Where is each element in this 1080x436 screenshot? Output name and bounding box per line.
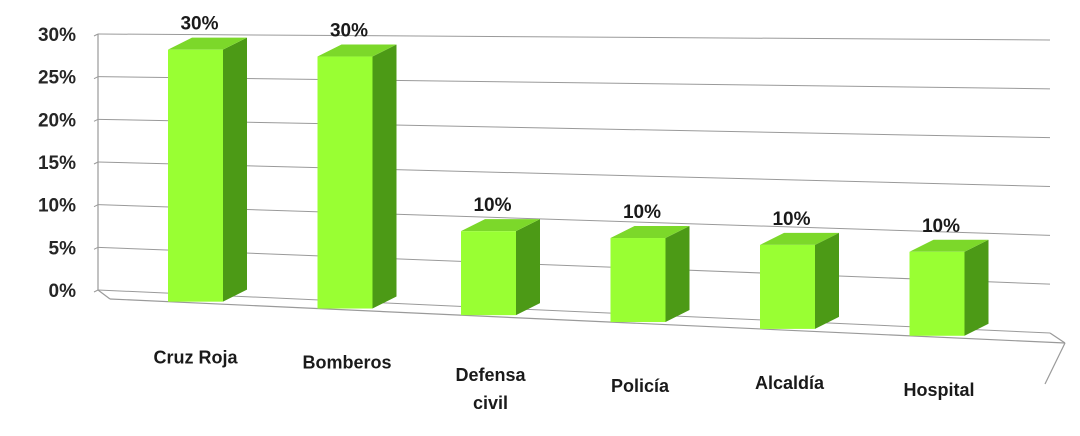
bar-top [317, 44, 397, 57]
category-label: Defensa civil [455, 365, 526, 413]
bar-top [909, 239, 989, 252]
bar [909, 239, 989, 336]
y-tick-label: 0% [49, 281, 77, 302]
category-label: Hospital [903, 380, 974, 400]
y-tick-label: 25% [38, 68, 76, 89]
bar-top [610, 226, 690, 239]
gridline [97, 246, 1051, 285]
bar-side [372, 44, 397, 309]
bar-side [223, 37, 247, 302]
bar [610, 226, 690, 323]
bar-front [317, 56, 373, 309]
bar [168, 37, 247, 302]
y-tick-mark [93, 33, 99, 37]
category-label: Alcaldía [755, 373, 825, 393]
gridline [97, 118, 1051, 139]
data-labels: 30% 30% 10% 10% 10% 10% [180, 14, 960, 237]
y-tick-mark [93, 76, 99, 80]
bar [760, 232, 839, 329]
floor-front-edge [1044, 342, 1066, 385]
data-label: 10% [623, 202, 661, 223]
y-tick-label: 5% [49, 238, 77, 259]
bar-front [610, 238, 666, 323]
bar-side [516, 219, 540, 316]
bar-side [964, 239, 989, 336]
bar [461, 219, 540, 316]
y-tick-label: 30% [38, 25, 76, 46]
y-tick-mark [93, 204, 99, 208]
data-label: 10% [473, 195, 511, 216]
bar-side [665, 226, 690, 323]
bar-side [815, 232, 839, 329]
bar-top [760, 232, 839, 245]
data-label: 30% [180, 14, 218, 35]
y-tick-label: 20% [38, 110, 76, 131]
gridline [97, 289, 1051, 334]
category-label: Policía [611, 376, 670, 396]
y-tick-mark [93, 118, 99, 122]
y-tick-mark [93, 289, 99, 293]
bar-front [760, 244, 815, 329]
y-tick-mark [93, 161, 99, 165]
data-label: 10% [922, 216, 960, 237]
data-label: 30% [330, 21, 368, 42]
floor-left-edge [97, 289, 111, 300]
y-tick-label: 10% [38, 196, 76, 217]
category-label: Bomberos [302, 353, 391, 373]
bars [168, 37, 989, 336]
bar-front [461, 231, 516, 316]
y-axis-ticks: 0% 5% 10% 15% 20% 25% 30% [38, 25, 99, 302]
gridline [97, 33, 1051, 41]
bar-front [909, 251, 965, 336]
bar-top [461, 219, 540, 232]
y-tick-label: 15% [38, 153, 76, 174]
gridline [97, 204, 1051, 236]
bar-top [168, 37, 247, 50]
gridlines [97, 33, 1051, 334]
category-label: Cruz Roja [153, 348, 238, 368]
y-tick-mark [93, 246, 99, 250]
bar [317, 44, 397, 309]
gridline [97, 76, 1051, 90]
floor-right-edge [1049, 332, 1066, 344]
data-label: 10% [772, 209, 810, 230]
gridline [97, 161, 1051, 187]
x-axis-line [109, 298, 1066, 344]
bar-front [168, 49, 223, 302]
x-axis-categories: Cruz Roja Bomberos Defensa civil Policía Alca… [153, 348, 974, 413]
